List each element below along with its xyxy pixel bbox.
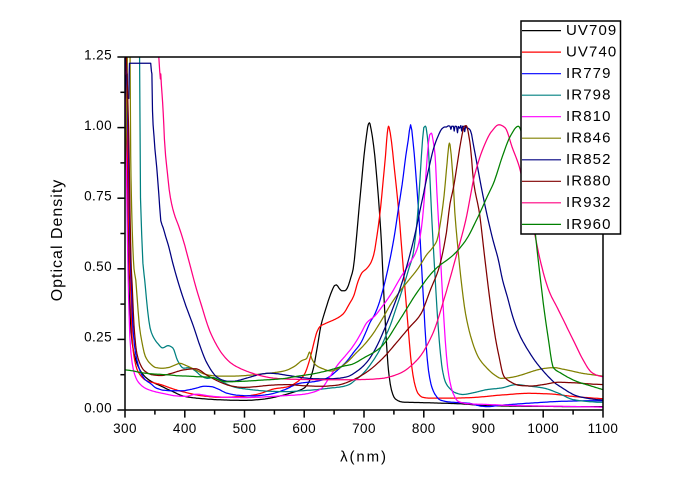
svg-text:1000: 1000 — [527, 421, 559, 436]
svg-text:IR960: IR960 — [566, 216, 612, 233]
svg-text:0.25: 0.25 — [84, 330, 112, 345]
svg-text:UV709: UV709 — [566, 22, 617, 39]
svg-text:800: 800 — [412, 421, 436, 436]
svg-text:300: 300 — [113, 421, 137, 436]
svg-text:UV740: UV740 — [566, 44, 617, 61]
svg-text:IR810: IR810 — [566, 108, 612, 125]
svg-text:1100: 1100 — [588, 421, 619, 436]
svg-text:0.50: 0.50 — [84, 259, 112, 274]
svg-text:0.00: 0.00 — [84, 400, 112, 415]
svg-text:500: 500 — [233, 421, 257, 436]
svg-text:400: 400 — [173, 421, 197, 436]
svg-text:600: 600 — [292, 421, 316, 436]
svg-text:IR932: IR932 — [566, 194, 612, 211]
svg-text:IR846: IR846 — [566, 130, 612, 147]
svg-text:1.00: 1.00 — [84, 118, 112, 133]
svg-text:IR852: IR852 — [566, 151, 612, 168]
svg-text:IR798: IR798 — [566, 87, 612, 104]
svg-text:900: 900 — [472, 421, 496, 436]
svg-text:700: 700 — [352, 421, 376, 436]
svg-text:IR880: IR880 — [566, 173, 612, 190]
svg-text:0.75: 0.75 — [84, 189, 112, 204]
svg-text:Optical Density: Optical Density — [49, 179, 66, 302]
svg-text:1.25: 1.25 — [84, 47, 112, 62]
svg-text:λ(nm): λ(nm) — [340, 449, 388, 466]
svg-text:IR779: IR779 — [566, 65, 612, 82]
